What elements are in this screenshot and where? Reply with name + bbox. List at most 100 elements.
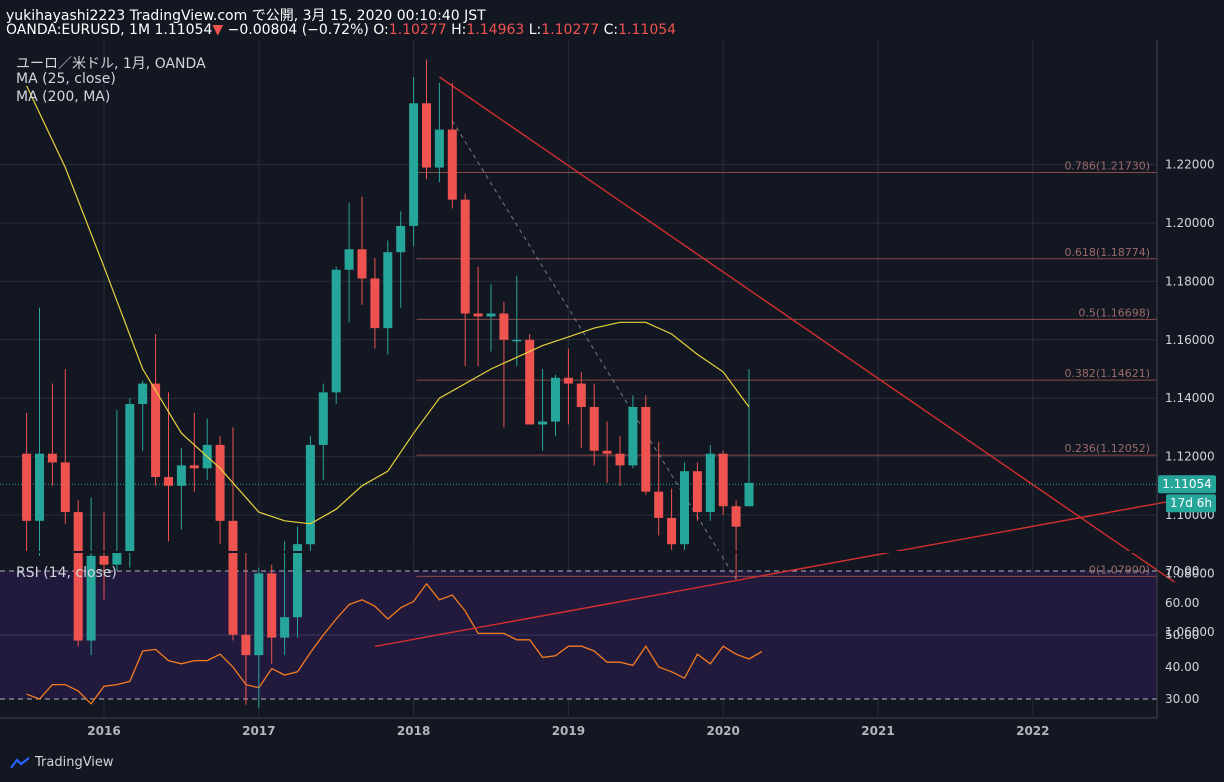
low-value: 1.10277 <box>541 22 600 38</box>
legend-ma200[interactable]: MA (200, MA) <box>16 89 111 105</box>
candle-body <box>667 517 677 545</box>
countdown-label: 17d 6h <box>1170 496 1212 510</box>
last-price-label: 1.11054 <box>1162 477 1212 491</box>
candle-body <box>486 313 496 317</box>
candle-body <box>267 573 277 638</box>
candle-body <box>473 313 483 317</box>
candle-body <box>409 103 419 226</box>
candle-body <box>396 225 406 253</box>
candle-body <box>280 617 290 638</box>
top-mask <box>0 0 1224 40</box>
change-value: −0.00804 (−0.72%) <box>227 22 369 38</box>
x-tick-label: 2020 <box>706 724 739 738</box>
candle-body <box>744 482 754 507</box>
fib-label: 0.5(1.16698) <box>1078 306 1150 319</box>
candle-body <box>164 477 173 486</box>
candle-body <box>512 339 522 342</box>
x-tick-label: 2016 <box>87 724 120 738</box>
candle-body <box>370 278 380 329</box>
candle-body <box>654 491 664 518</box>
candle-body <box>576 383 586 407</box>
candle-body <box>383 252 393 329</box>
rsi-tick-label: 40.00 <box>1165 660 1199 674</box>
countdown-badge <box>1166 494 1216 513</box>
brand-label: TradingView <box>35 755 114 770</box>
down-arrow-icon: ▼ <box>212 22 224 38</box>
candle-body <box>35 453 44 521</box>
x-tick-label: 2021 <box>861 724 894 738</box>
close-value: 1.11054 <box>618 22 677 38</box>
candle-body <box>22 453 32 521</box>
x-tick-label: 2019 <box>552 724 585 738</box>
candle-body <box>176 465 186 486</box>
rsi-tick-label: 50.00 <box>1165 628 1199 642</box>
fib-levels: 0.786(1.21730) 0.618(1.18774) 0.5(1.16698)… <box>416 159 1157 577</box>
symbol-label: OANDA:EURUSD, 1M <box>6 22 151 38</box>
candle-body <box>125 404 135 553</box>
candle-body <box>60 462 70 513</box>
x-tick-label: 2022 <box>1016 724 1049 738</box>
high-label: H: <box>451 22 467 38</box>
candle-body <box>344 249 354 270</box>
candle-body <box>189 465 199 469</box>
rsi-panel[interactable] <box>0 570 1157 705</box>
tradingview-brand[interactable]: TradingView <box>10 755 114 770</box>
high-value: 1.14963 <box>466 22 525 38</box>
open-label: O: <box>373 22 389 38</box>
fib-label: 0(1.07900) <box>1089 563 1150 576</box>
candle-body <box>47 453 57 463</box>
candle-body <box>602 450 612 454</box>
rsi-tick-label: 30.00 <box>1165 692 1199 706</box>
candle-body <box>151 383 161 478</box>
fib-label: 0.618(1.18774) <box>1064 246 1150 259</box>
candle-body <box>499 313 509 340</box>
candle-body <box>112 552 122 565</box>
candle-body <box>305 444 315 545</box>
candle-body <box>138 383 148 405</box>
trendline-ascending <box>374 499 1175 648</box>
tradingview-logo-icon <box>10 756 30 769</box>
rsi-line <box>26 582 763 705</box>
candle-body <box>293 544 302 618</box>
candle-body <box>641 406 651 492</box>
y-tick-label: 1.20000 <box>1165 216 1215 230</box>
candle-body <box>99 555 109 565</box>
fib-label: 0.236(1.12052) <box>1064 442 1150 455</box>
candles <box>22 59 754 708</box>
candle-body <box>615 453 625 466</box>
candle-body <box>228 520 238 635</box>
rsi-legend[interactable]: RSI (14, close) <box>16 565 117 581</box>
y-tick-label: 1.08000 <box>1165 566 1215 580</box>
y-tick-label: 1.14000 <box>1165 391 1215 405</box>
ma-25-line-path <box>26 85 750 525</box>
candle-body <box>538 421 548 425</box>
rsi-tick-label: 60.00 <box>1165 596 1199 610</box>
legend-title[interactable]: ユーロ／米ドル, 1月, OANDA <box>16 56 206 72</box>
candle-body <box>331 269 341 393</box>
open-value: 1.10277 <box>388 22 447 38</box>
candle-body <box>551 377 560 422</box>
candle-body <box>731 506 741 527</box>
low-label: L: <box>528 22 542 38</box>
candle-body <box>628 406 638 466</box>
candle-body <box>589 406 599 451</box>
candle-body <box>73 512 83 641</box>
candle-body <box>241 634 251 656</box>
y-tick-label: 1.22000 <box>1165 158 1215 172</box>
legend-ma25[interactable]: MA (25, close) <box>16 71 116 87</box>
close-label: C: <box>603 22 619 38</box>
candle-body <box>86 555 96 641</box>
x-tick-label: 2018 <box>397 724 430 738</box>
fib-label: 0.382(1.14621) <box>1064 367 1150 380</box>
candle-body <box>680 471 689 545</box>
candle-body <box>357 249 367 279</box>
fib-label: 0.786(1.21730) <box>1064 159 1150 172</box>
candle-body <box>460 199 470 314</box>
y-tick-label: 1.12000 <box>1165 450 1215 464</box>
x-tick-label: 2017 <box>242 724 275 738</box>
candle-body <box>525 339 535 425</box>
candle-body <box>447 129 457 200</box>
y-tick-label: 1.18000 <box>1165 274 1215 288</box>
y-tick-label: 1.06000 <box>1165 625 1215 639</box>
